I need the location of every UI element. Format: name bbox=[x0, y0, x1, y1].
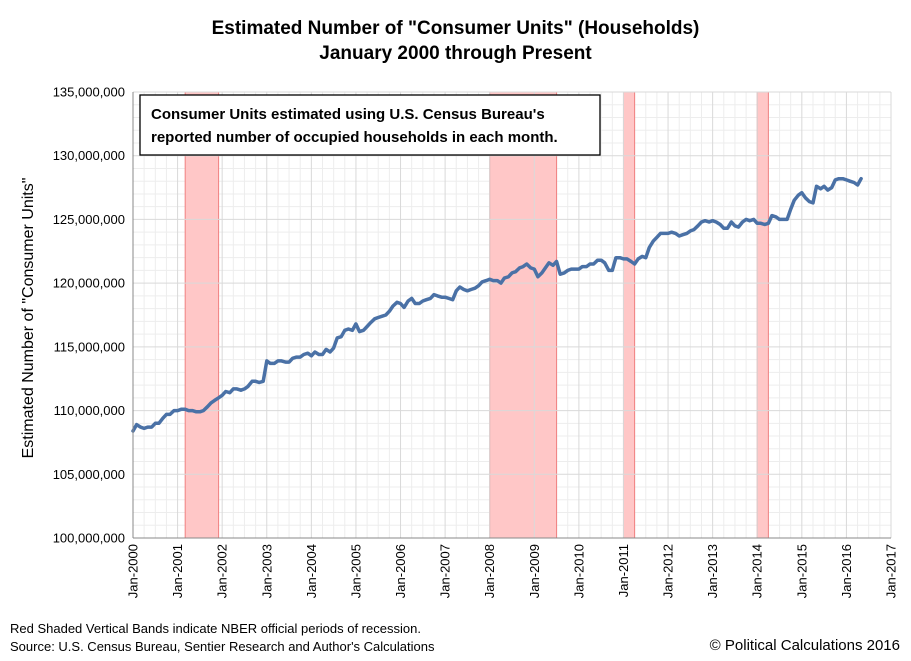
recession-bands bbox=[184, 92, 769, 538]
x-tick-label: Jan-2017 bbox=[884, 544, 899, 598]
major-gridlines bbox=[132, 91, 892, 539]
recession-band-2 bbox=[489, 92, 557, 538]
annotation-line-2: reported number of occupied households i… bbox=[151, 129, 558, 146]
x-tick-label: Jan-2009 bbox=[527, 544, 542, 598]
x-tick-label: Jan-2011 bbox=[616, 544, 631, 597]
y-tick-label: 135,000,000 bbox=[53, 85, 125, 100]
y-tick-label: 115,000,000 bbox=[54, 339, 125, 354]
chart-subtitle: January 2000 through Present bbox=[319, 43, 592, 64]
copyright: © Political Calculations 2016 bbox=[709, 637, 900, 654]
x-tick-label: Jan-2010 bbox=[571, 544, 586, 598]
x-tick-label: Jan-2015 bbox=[794, 544, 809, 598]
data-series bbox=[131, 176, 863, 433]
x-tick-label: Jan-2004 bbox=[304, 544, 319, 598]
x-tick-label: Jan-2008 bbox=[482, 544, 497, 598]
recession-band-4 bbox=[757, 92, 769, 538]
x-tick-label: Jan-2014 bbox=[750, 544, 765, 598]
y-axis-label: Estimated Number of "Consumer Units" bbox=[20, 178, 37, 459]
x-tick-label: Jan-2012 bbox=[661, 544, 676, 598]
x-tick-label: Jan-2013 bbox=[705, 544, 720, 598]
y-tick-label: 105,000,000 bbox=[53, 467, 125, 482]
x-tick-labels: Jan-2000 Jan-2001 Jan-2002 Jan-2003 Jan-2004… bbox=[126, 544, 899, 598]
x-tick-label: Jan-2016 bbox=[839, 544, 854, 598]
y-tick-label: 130,000,000 bbox=[53, 148, 125, 163]
recession-band-1 bbox=[185, 92, 219, 538]
y-tick-label: 100,000,000 bbox=[53, 531, 125, 546]
y-tick-label: 120,000,000 bbox=[53, 276, 125, 291]
y-tick-label: 125,000,000 bbox=[53, 212, 125, 227]
source-note: Source: U.S. Census Bureau, Sentier Rese… bbox=[10, 639, 435, 654]
recession-band-3 bbox=[623, 92, 635, 538]
annotation-line-1: Consumer Units estimated using U.S. Cens… bbox=[151, 106, 545, 123]
x-tick-label: Jan-2000 bbox=[126, 544, 141, 598]
x-tick-label: Jan-2005 bbox=[348, 544, 363, 598]
x-tick-label: Jan-2003 bbox=[259, 544, 274, 598]
recession-note: Red Shaded Vertical Bands indicate NBER … bbox=[10, 621, 421, 636]
series-line-consumer-units bbox=[131, 176, 863, 433]
x-tick-label: Jan-2001 bbox=[170, 544, 185, 598]
x-tick-label: Jan-2007 bbox=[438, 544, 453, 598]
x-tick-label: Jan-2002 bbox=[215, 544, 230, 598]
y-tick-label: 110,000,000 bbox=[54, 403, 125, 418]
chart-title: Estimated Number of "Consumer Units" (Ho… bbox=[211, 18, 700, 39]
annotation-box: Consumer Units estimated using U.S. Cens… bbox=[139, 94, 601, 156]
x-tick-label: Jan-2006 bbox=[393, 544, 408, 598]
axes bbox=[132, 92, 891, 539]
y-tick-labels: 100,000,000 105,000,000 110,000,000 115,000… bbox=[53, 85, 125, 546]
